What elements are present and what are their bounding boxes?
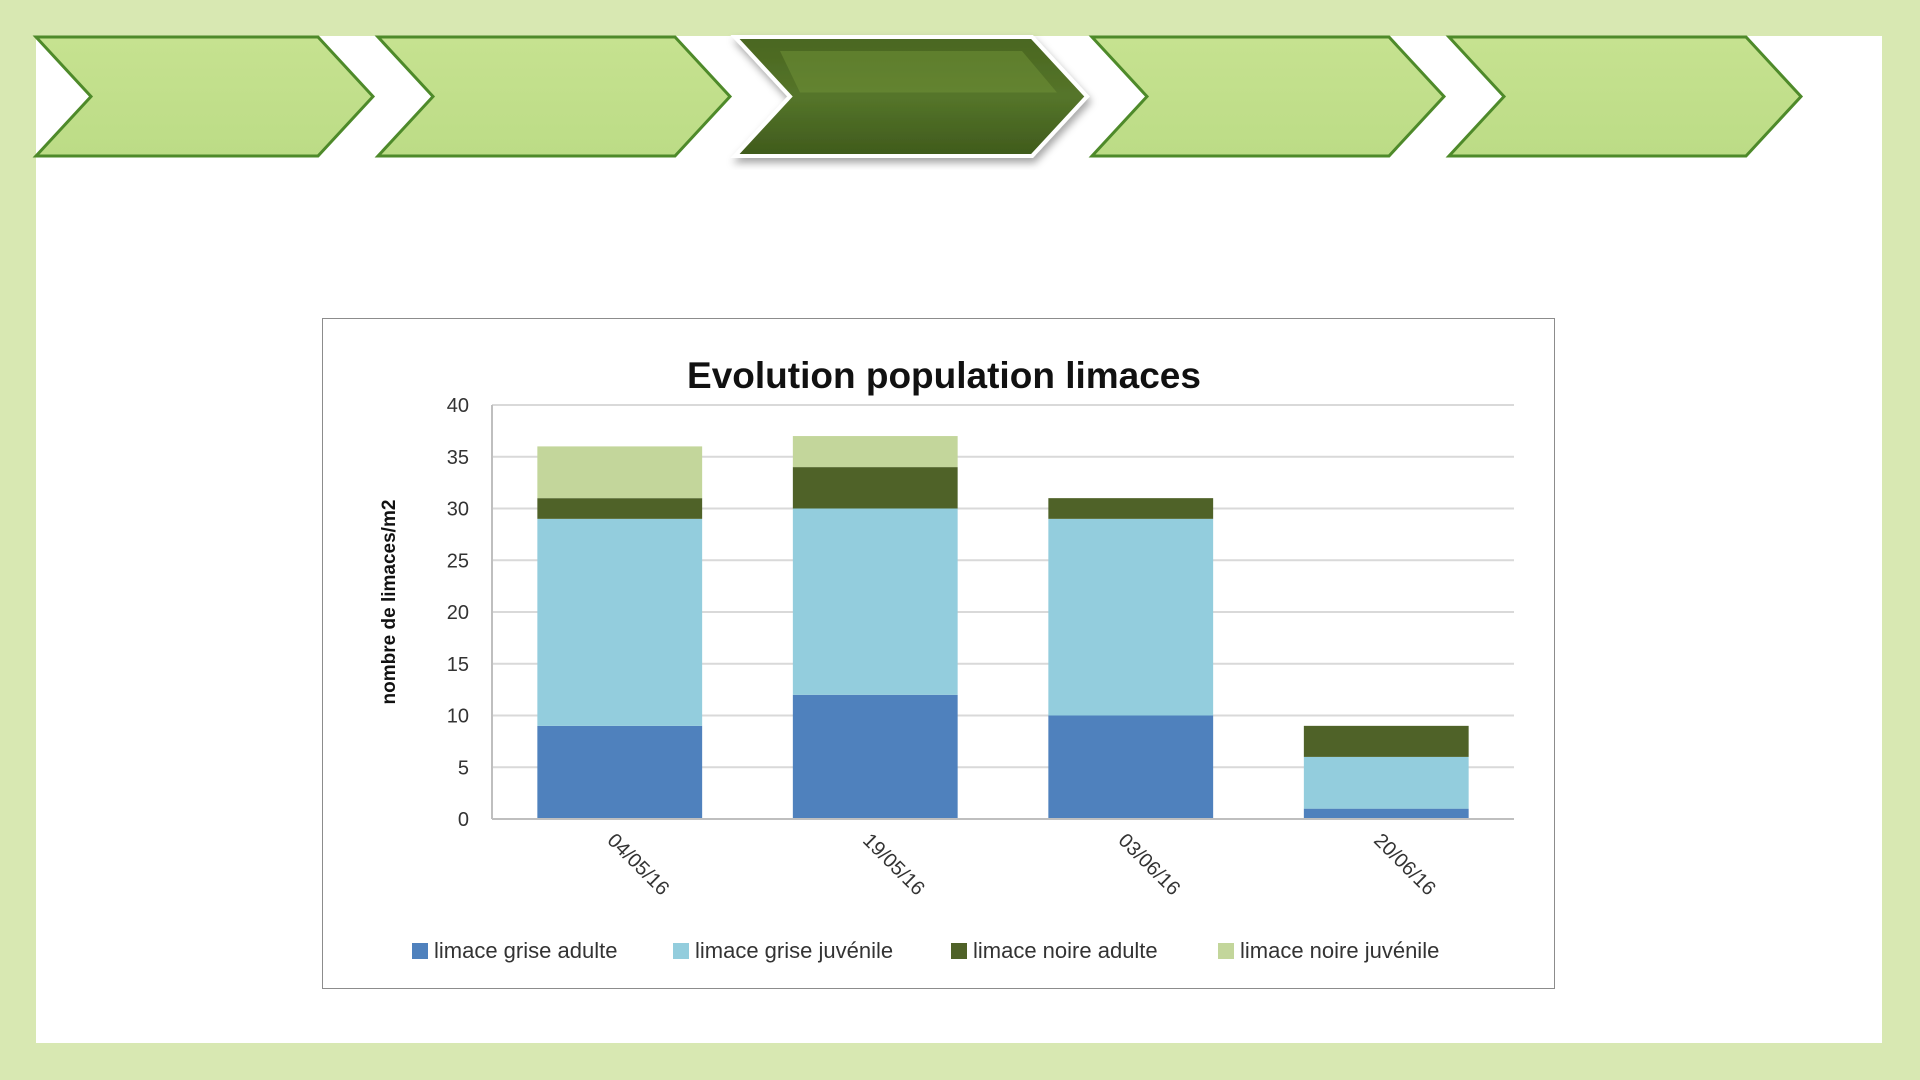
y-tick-label: 15 <box>447 654 469 676</box>
legend-swatch-3 <box>951 943 967 959</box>
bar-segment-2-4 <box>1303 756 1469 809</box>
y-tick-labels: 0 5 10 15 20 25 30 35 40 <box>447 395 469 831</box>
y-tick-label: 30 <box>447 499 469 521</box>
bar-segment-2-2 <box>792 508 958 695</box>
bar-segment-4-1 <box>537 446 703 499</box>
x-tick-label: 20/06/16 <box>1369 829 1440 900</box>
process-step-chevron-5[interactable] <box>1445 35 1804 158</box>
bar-segment-3-4 <box>1303 725 1469 757</box>
bar-segment-3-1 <box>537 498 703 519</box>
chart-title: Evolution population limaces <box>687 355 1201 396</box>
legend-swatch-4 <box>1218 943 1234 959</box>
y-tick-label: 35 <box>447 447 469 469</box>
bar-segment-2-3 <box>1048 518 1214 716</box>
y-tick-label: 20 <box>447 602 469 624</box>
y-tick-label: 40 <box>447 395 469 417</box>
legend: limace grise adulte limace grise juvénile… <box>412 938 1439 963</box>
x-tick-labels: 04/05/16 19/05/16 03/06/16 20/06/16 <box>603 829 1440 900</box>
y-tick-label: 10 <box>447 706 469 728</box>
bar-segment-1-2 <box>792 694 958 819</box>
process-step-chevron-1[interactable] <box>32 35 376 158</box>
bar-segment-1-3 <box>1048 715 1214 819</box>
process-step-chevron-2[interactable] <box>374 35 733 158</box>
bar-segment-1-4 <box>1303 808 1469 819</box>
process-chevron-bar <box>32 35 1804 158</box>
bar-segment-3-2 <box>792 467 958 509</box>
x-tick-label: 19/05/16 <box>858 829 929 900</box>
x-tick-label: 03/06/16 <box>1114 829 1185 900</box>
bars <box>537 436 1469 819</box>
legend-label-3: limace noire adulte <box>973 938 1158 963</box>
y-tick-label: 25 <box>447 550 469 572</box>
y-tick-label: 0 <box>458 809 469 831</box>
legend-swatch-2 <box>673 943 689 959</box>
active-step-highlight <box>780 51 1057 93</box>
bar-segment-4-2 <box>792 436 958 468</box>
y-tick-label: 5 <box>458 757 469 779</box>
bar-segment-1-1 <box>537 725 703 819</box>
legend-label-4: limace noire juvénile <box>1240 938 1439 963</box>
axes <box>491 405 1514 820</box>
bar-segment-3-3 <box>1048 498 1214 519</box>
bar-segment-2-1 <box>537 518 703 726</box>
y-axis-label: nombre de limaces/m2 <box>379 500 400 705</box>
x-tick-label: 04/05/16 <box>603 829 674 900</box>
legend-swatch-1 <box>412 943 428 959</box>
process-step-chevron-4[interactable] <box>1088 35 1447 158</box>
legend-label-1: limace grise adulte <box>434 938 617 963</box>
legend-label-2: limace grise juvénile <box>695 938 893 963</box>
